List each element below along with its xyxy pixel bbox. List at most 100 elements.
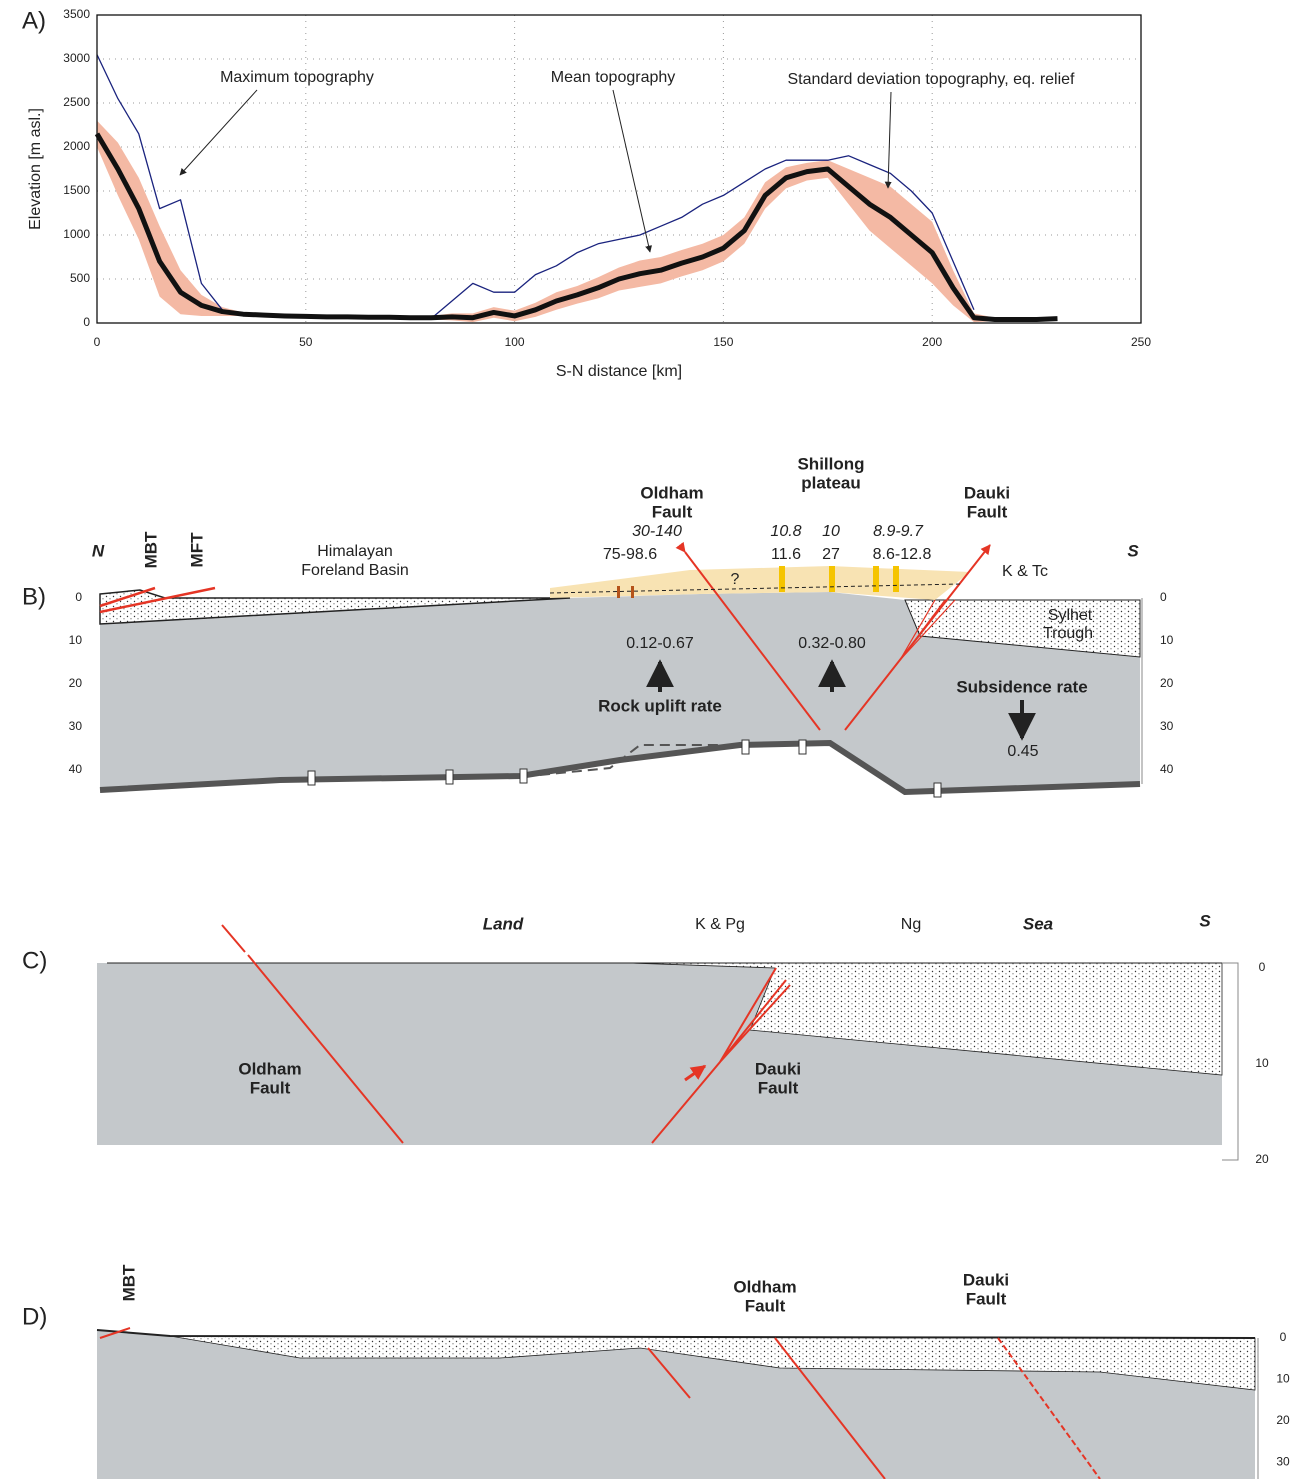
- annotation: Mean topography: [551, 69, 676, 86]
- label: 11.6: [771, 546, 801, 563]
- annotation-arrow: [612, 89, 653, 253]
- label: Subsidence rate: [956, 677, 1087, 696]
- series-line: [94, 132, 1058, 322]
- dauki-splays: [899, 599, 956, 661]
- x-tick-label: 150: [713, 335, 733, 349]
- annotation-arrow: [179, 89, 258, 176]
- plateau-cover: [550, 566, 970, 600]
- oldham-fault: [221, 924, 404, 1144]
- panel-label: D): [22, 1303, 47, 1330]
- fault-label: MBT: [141, 531, 160, 568]
- label: 27: [822, 546, 840, 563]
- label: 0.32-0.80: [798, 635, 866, 652]
- label: K & Pg: [695, 916, 745, 933]
- crust: [100, 592, 1140, 792]
- label: 0.12-0.67: [626, 635, 694, 652]
- label: Land: [483, 914, 524, 933]
- sample-site: [307, 770, 316, 786]
- y-tick-label: 500: [70, 271, 90, 285]
- fault-label: MFT: [187, 532, 206, 568]
- label: Sea: [1023, 914, 1053, 933]
- moho-alt: [539, 744, 740, 776]
- sylhet-sediment: [904, 599, 1141, 658]
- x-tick-label: 50: [299, 335, 313, 349]
- depth-tick-label: 10: [1276, 1372, 1290, 1386]
- sample-site: [741, 739, 750, 755]
- y-tick-label: 2000: [63, 139, 90, 153]
- depth-tick-label: 0: [75, 590, 82, 604]
- depth-tick-label: 0: [1280, 1330, 1287, 1344]
- label: Oldham: [238, 1059, 301, 1078]
- x-tick-label: 100: [505, 335, 525, 349]
- label: Dauki: [963, 1270, 1009, 1289]
- sample-bar: [873, 566, 879, 592]
- faults: [99, 1327, 886, 1479]
- depth-tick-label: 20: [1160, 676, 1174, 690]
- depth-tick-label: 40: [1160, 762, 1174, 776]
- surface: [96, 1329, 1256, 1339]
- label: 10.8: [770, 523, 801, 540]
- oldham-fault: [675, 541, 821, 731]
- annotation-arrow: [884, 91, 892, 189]
- slip-arrow: [684, 1064, 707, 1082]
- label: K & Tc: [1002, 563, 1048, 580]
- x-tick-label: 200: [922, 335, 942, 349]
- x-axis-label: S-N distance [km]: [556, 363, 682, 380]
- label: ?: [731, 571, 740, 588]
- sample-bar: [779, 566, 785, 592]
- label: 10: [822, 523, 840, 540]
- depth-tick-label: 20: [69, 676, 83, 690]
- y-tick-label: 0: [83, 315, 90, 329]
- direction-label: S: [1127, 541, 1139, 560]
- label: 8.6-12.8: [873, 546, 932, 563]
- label: plateau: [801, 473, 861, 492]
- label: 75-98.6: [603, 546, 657, 563]
- label: Ng: [901, 916, 921, 933]
- depth-tick-label: 30: [69, 719, 83, 733]
- y-axis-label: Elevation [m asl.]: [27, 108, 44, 230]
- depth-tick-label: 10: [69, 633, 83, 647]
- y-tick-label: 3000: [63, 51, 90, 65]
- label: Fault: [758, 1078, 799, 1097]
- depth-tick-label: 0: [1259, 960, 1266, 974]
- label: 8.9-9.7: [873, 523, 924, 540]
- x-tick-label: 250: [1131, 335, 1151, 349]
- sd-band: [97, 120, 1058, 323]
- label: Rock uplift rate: [598, 696, 722, 715]
- x-tick-label: 0: [94, 335, 101, 349]
- mbt-mft: [99, 586, 216, 614]
- y-tick-label: 1500: [63, 183, 90, 197]
- label: Oldham: [640, 483, 703, 502]
- sample-site: [519, 768, 528, 784]
- basin-sediment: [99, 589, 571, 625]
- label: Fault: [967, 502, 1008, 521]
- panel-label: C): [22, 947, 47, 974]
- sample-site: [445, 769, 454, 785]
- panel-label: B): [22, 583, 46, 610]
- depth-tick-label: 10: [1160, 633, 1174, 647]
- sample-bar: [631, 586, 634, 598]
- label: Dauki: [964, 483, 1010, 502]
- depth-tick-label: 40: [69, 762, 83, 776]
- fault-label: MBT: [119, 1264, 138, 1301]
- surface-line: [549, 583, 961, 594]
- depth-tick-label: 10: [1255, 1056, 1269, 1070]
- dauki-fault: [997, 1337, 1101, 1479]
- label: Fault: [250, 1078, 291, 1097]
- dauki-fault: [651, 967, 791, 1144]
- depth-tick-label: 20: [1255, 1152, 1269, 1166]
- depth-tick-label: 30: [1276, 1455, 1290, 1469]
- sample-bar: [829, 566, 835, 592]
- annotation: Standard deviation topography, eq. relie…: [787, 71, 1075, 88]
- label: Fault: [745, 1296, 786, 1315]
- y-tick-label: 3500: [63, 7, 90, 21]
- sample-site: [798, 739, 807, 755]
- label: S: [1199, 911, 1211, 930]
- panel-label: A): [22, 7, 46, 34]
- depth-axis: [1222, 962, 1239, 1161]
- label: Oldham: [733, 1277, 796, 1296]
- moho: [99, 739, 1141, 796]
- y-tick-label: 2500: [63, 95, 90, 109]
